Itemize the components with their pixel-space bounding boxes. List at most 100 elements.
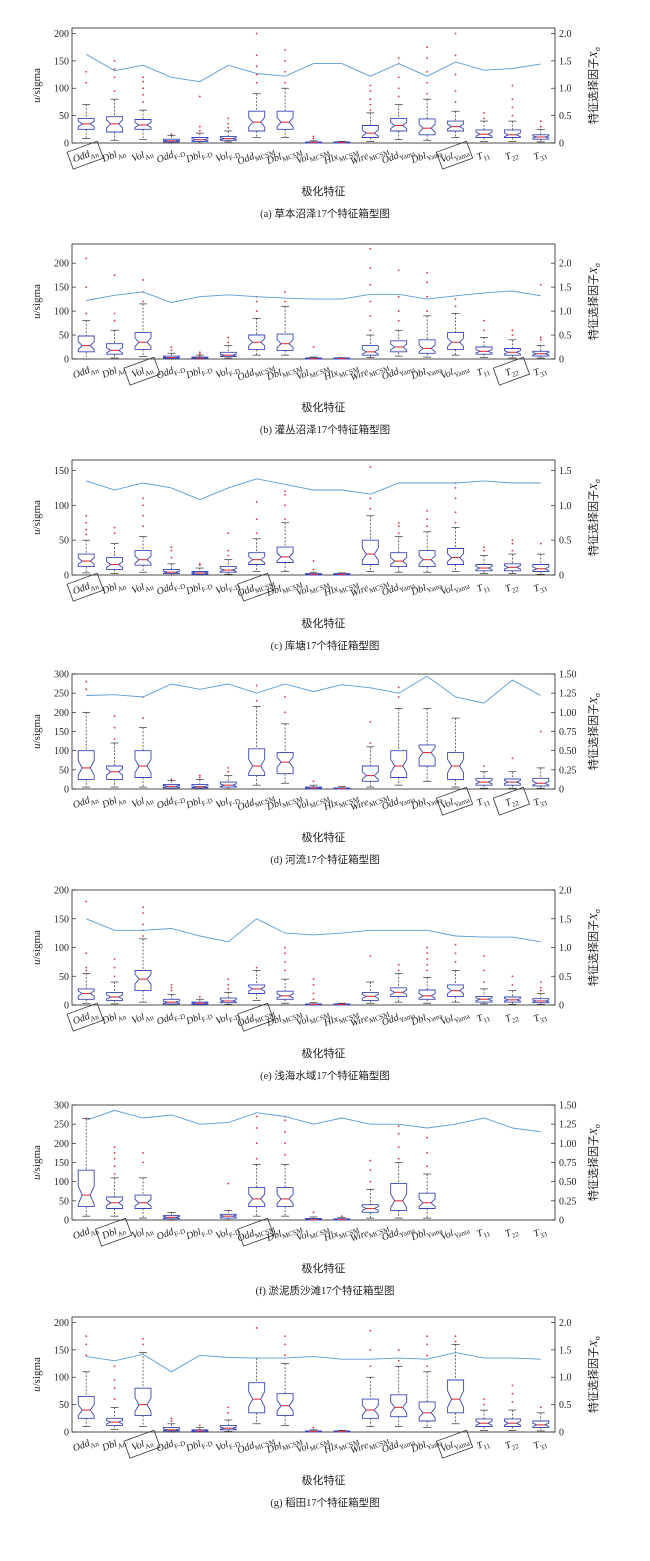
y2-tick-label: 1.00: [559, 1139, 577, 1150]
x-tick-main: Dbl: [184, 796, 203, 812]
box: [475, 995, 493, 1003]
x-tick-main: Dbl: [264, 151, 283, 167]
outlier-point: [113, 526, 116, 529]
y-label-rest: /sigma: [31, 500, 43, 529]
y2-tick-label: 1.5: [559, 1345, 572, 1356]
x-tick-label: OddF-D: [155, 792, 186, 814]
panel-caption: (b) 灌丛沼泽17个特征箱型图: [260, 423, 390, 436]
x-tick-main: Vol: [214, 1439, 230, 1454]
box: [447, 1379, 465, 1414]
x-tick-label: DblF-D: [184, 1223, 214, 1245]
box: [77, 1395, 95, 1419]
x-tick-sub: An: [89, 367, 100, 378]
feature-factor-line: [86, 1109, 541, 1133]
y2-axis-label: 特征选择因子Xσ: [586, 1123, 602, 1201]
x-tick-label: DblF-D: [184, 792, 214, 814]
outlier-point: [454, 298, 457, 301]
y2-tick-label: 1.5: [559, 283, 572, 294]
outlier-point: [142, 80, 144, 83]
outlier-point: [511, 98, 514, 101]
box: [333, 357, 351, 360]
y-tick-label: 200: [54, 1139, 69, 1150]
x-tick-sub: F-D: [228, 797, 241, 808]
x-tick-label: T33: [532, 580, 549, 597]
outlier-point: [483, 117, 485, 120]
outlier-point: [454, 943, 457, 946]
outlier-point: [255, 300, 258, 303]
box: [447, 752, 465, 780]
outlier-point: [426, 81, 429, 84]
y2-label-x: X: [588, 266, 600, 275]
box: [418, 550, 436, 568]
x-tick-label: DblF-D: [184, 1435, 214, 1457]
box: [219, 351, 237, 358]
y-tick-label: 0: [64, 1428, 69, 1439]
selected-feature-frame: [492, 786, 530, 816]
x-tick-main: T: [532, 1012, 542, 1025]
outlier-point: [227, 122, 230, 125]
x-tick-sub: An: [144, 797, 155, 808]
y-label-rest: /sigma: [31, 284, 43, 313]
outlier-point: [85, 900, 88, 903]
y-tick-label: 0: [64, 571, 69, 582]
y-label-u: u: [31, 1174, 43, 1180]
outlier-point: [85, 952, 88, 955]
x-tick-sub: An: [144, 151, 155, 162]
x-tick-label: OddF-D: [155, 146, 186, 168]
outlier-point: [198, 353, 201, 356]
box: [77, 335, 95, 353]
box: [134, 750, 152, 778]
y-tick-label: 100: [54, 501, 69, 512]
x-tick-label: VolAn: [130, 1224, 155, 1244]
box: [305, 1218, 322, 1221]
y2-axis-label: 特征选择因子Xσ: [586, 262, 602, 340]
x-tick-main: T: [532, 796, 542, 809]
outlier-point: [539, 120, 542, 122]
outlier-point: [511, 539, 514, 542]
outlier-point: [397, 1348, 400, 1351]
y2-tick-label: 0.75: [559, 727, 577, 738]
selected-feature-frame: [237, 1002, 275, 1032]
panel-f: 0 50 100 150 200 250 300 0 0.25 0.50 0.75 1.00 1.25 1…: [31, 1101, 602, 1298]
outlier-point: [113, 715, 116, 718]
x-tick-main: T: [532, 1439, 542, 1452]
outlier-point: [539, 981, 542, 983]
box: [162, 568, 180, 575]
x-tick-main: T: [475, 366, 485, 379]
x-tick-sub: 22: [511, 153, 521, 163]
outlier-point: [85, 1117, 88, 1120]
x-tick-sub: An: [144, 1440, 155, 1451]
outlier-point: [539, 283, 542, 286]
x-tick-sub: An: [89, 1013, 100, 1024]
x-tick-sub: 33: [539, 153, 549, 163]
y2-label-sub: σ: [593, 46, 602, 51]
box: [191, 571, 209, 575]
outlier-point: [255, 65, 258, 68]
y-tick-label: 150: [54, 914, 69, 925]
y2-label-text: 特征选择因子: [586, 920, 600, 986]
outlier-point: [255, 81, 258, 84]
x-tick-main: Odd: [71, 1226, 92, 1243]
outlier-point: [255, 310, 258, 312]
outlier-point: [426, 1152, 429, 1154]
selected-feature-frame: [66, 1002, 104, 1032]
box: [276, 110, 294, 130]
box: [418, 1192, 436, 1209]
x-tick-main: T: [504, 150, 514, 163]
box: [475, 777, 493, 786]
y-tick-label: 100: [54, 1177, 69, 1188]
box: [503, 996, 521, 1003]
x-tick-sub: An: [117, 367, 128, 378]
y2-tick-label: 1.0: [559, 307, 572, 318]
x-tick-label: VolAn: [130, 1436, 155, 1456]
x-tick-main: Dbl: [264, 1013, 283, 1029]
x-tick-sub: An: [117, 797, 128, 808]
y2-tick-label: 0: [559, 355, 564, 366]
x-axis-label: 极化特征: [302, 184, 346, 198]
outlier-point: [284, 960, 286, 963]
outlier-point: [113, 1152, 116, 1154]
outlier-point: [142, 514, 144, 517]
outlier-point: [539, 542, 542, 545]
outlier-point: [397, 295, 400, 298]
outlier-point: [113, 68, 116, 70]
